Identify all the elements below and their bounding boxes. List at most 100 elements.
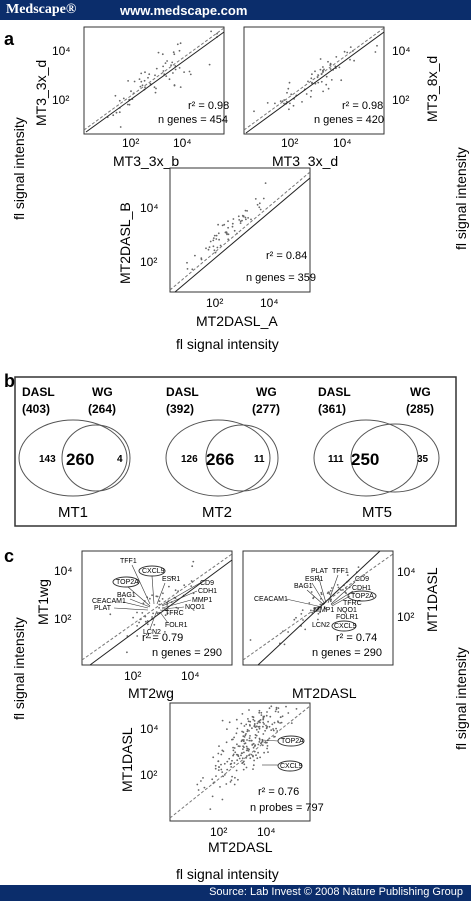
scatter-point <box>329 68 332 70</box>
scatter-point <box>228 721 231 724</box>
scatter-point <box>249 757 252 760</box>
scatter-point <box>285 100 288 103</box>
scatter-point <box>269 715 272 718</box>
scatter-point <box>262 721 265 724</box>
scatter-point <box>267 720 269 723</box>
scatter-point <box>307 80 309 83</box>
scatter-point <box>246 730 249 733</box>
scatter-point <box>171 576 173 579</box>
scatter-point <box>276 730 279 732</box>
venn-only-right: 35 <box>417 454 429 465</box>
scatter-point <box>214 251 217 254</box>
scatter-point <box>264 182 267 185</box>
scatter-point <box>258 202 261 205</box>
scatter-point <box>320 593 323 596</box>
shared-y-axis-label: fl signal intensity <box>11 617 27 720</box>
scatter-point <box>223 762 226 765</box>
scatter-point <box>281 715 284 718</box>
y-tick: 10⁴ <box>140 201 159 215</box>
scatter-point <box>248 748 251 751</box>
scatter-point <box>153 86 156 89</box>
scatter-point <box>260 714 263 716</box>
scatter-point <box>272 728 274 730</box>
fit-line <box>89 559 233 666</box>
scatter-point <box>325 83 328 86</box>
gene-label: TOP2A <box>116 579 139 586</box>
scatter-point <box>248 709 250 711</box>
scatter-point <box>220 763 222 766</box>
gene-labels: TOP2A CXCL9 <box>261 735 305 772</box>
scatter-point <box>231 225 234 228</box>
scatter-point <box>331 587 333 589</box>
scatter-point <box>322 66 324 68</box>
scatter-plot-c1: TFF1 CXCL9 TOP2A ESR1 BAG1 CEACAM1 PLAT … <box>35 550 233 701</box>
scatter-point <box>183 71 186 73</box>
scatter-point <box>263 723 265 725</box>
scatter-point <box>317 612 320 615</box>
scatter-point <box>212 237 215 240</box>
scatter-point <box>173 84 176 87</box>
scatter-point <box>177 607 180 610</box>
shared-y-axis-label: fl signal intensity <box>11 117 27 220</box>
scatter-point <box>162 70 165 72</box>
highlight-ring <box>331 620 357 632</box>
scatter-point <box>304 628 307 631</box>
scatter-plot-c2: PLAT TFF1 ESR1 BAG1 CEACAM1 CD9 CDH1 TOP… <box>242 550 440 701</box>
gene-label: MMP1 <box>192 597 212 604</box>
scatter-point <box>155 595 158 598</box>
scatter-point <box>263 751 265 754</box>
scatter-point <box>324 607 327 610</box>
scatter-point <box>256 722 259 725</box>
n-genes: n genes = 290 <box>152 647 222 659</box>
identity-line <box>169 171 311 291</box>
site-url[interactable]: www.medscape.com <box>120 3 248 18</box>
medscape-logo[interactable]: Medscape® <box>6 2 77 17</box>
scatter-point <box>162 65 165 68</box>
scatter-point <box>266 747 268 750</box>
scatter-point <box>224 231 227 234</box>
scatter-point <box>221 798 224 801</box>
scatter-point <box>255 734 258 737</box>
scatter-point <box>191 565 194 568</box>
scatter-point <box>289 102 291 105</box>
scatter-point <box>147 76 149 79</box>
scatter-point <box>161 598 164 600</box>
gene-labels: TFF1 CXCL9 TOP2A ESR1 BAG1 CEACAM1 PLAT … <box>92 558 217 636</box>
scatter-plot-a3: r² = 0.84 n genes = 359 10² 10⁴ 10² 10⁴ … <box>117 167 316 329</box>
plot-frame <box>169 702 311 822</box>
scatter-point <box>170 64 173 67</box>
scatter-point <box>153 623 156 626</box>
scatter-point <box>194 254 196 257</box>
scatter-point <box>252 716 255 719</box>
venn-right-label: WG <box>410 385 431 399</box>
scatter-point <box>179 86 182 88</box>
scatter-point <box>119 126 122 128</box>
scatter-point <box>288 108 290 111</box>
scatter-point <box>238 219 241 221</box>
scatter-point <box>310 89 313 92</box>
r2-value: r² = 0.79 <box>142 632 183 644</box>
scatter-point <box>329 589 332 592</box>
venn-overlap: 260 <box>66 450 94 469</box>
scatter-point <box>258 206 261 209</box>
n-genes: n genes = 290 <box>312 647 382 659</box>
scatter-point <box>322 90 324 93</box>
scatter-point <box>240 754 242 757</box>
scatter-point <box>310 77 313 80</box>
scatter-point <box>264 729 266 732</box>
header-bar: Medscape® www.medscape.com <box>0 0 471 20</box>
scatter-plot-c3: TOP2A CXCL9 r² = 0.76 n probes = 797 10²… <box>119 702 324 855</box>
scatter-point <box>314 82 317 85</box>
panel-c-label: c <box>4 546 14 566</box>
identity-line <box>81 553 233 661</box>
scatter-point <box>158 607 161 609</box>
scatter-point <box>267 751 269 753</box>
scatter-point <box>218 766 220 768</box>
scatter-point <box>293 618 296 621</box>
scatter-point <box>128 103 131 106</box>
scatter-point <box>188 70 191 73</box>
scatter-point <box>252 746 255 749</box>
scatter-point <box>272 729 275 732</box>
gene-label: CEACAM1 <box>254 596 288 603</box>
scatter-point <box>266 725 268 728</box>
